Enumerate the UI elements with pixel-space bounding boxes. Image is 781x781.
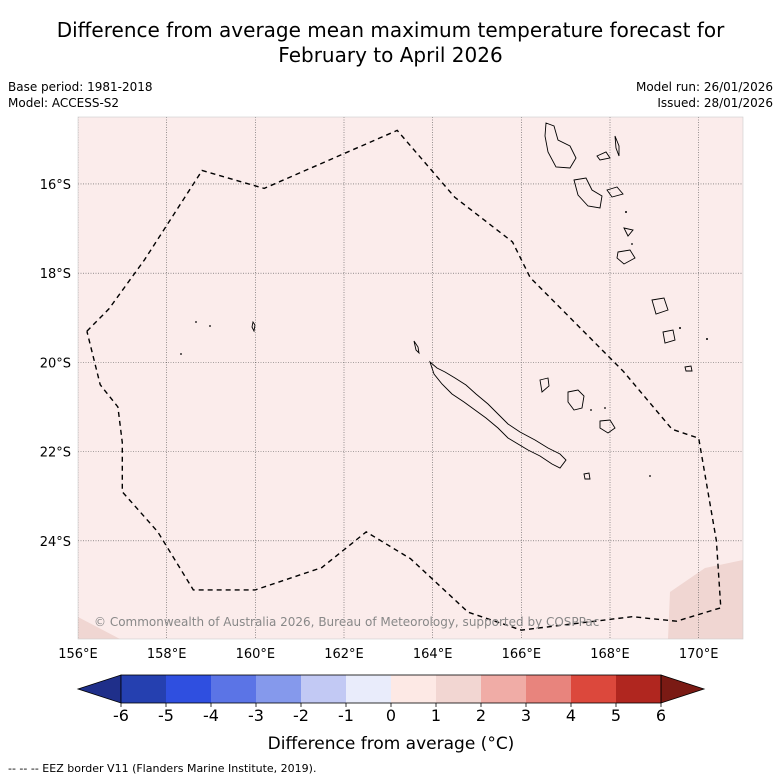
mare-coastline — [599, 419, 616, 434]
belep-islands-coastline — [413, 340, 420, 355]
colorbar-bin — [391, 675, 436, 703]
colorbar-tick-label: -2 — [293, 706, 309, 725]
y-tick-label: 20°S — [40, 356, 71, 371]
plot-frame — [77, 116, 744, 640]
islet-dot — [590, 409, 592, 411]
colorbar-bin — [166, 675, 211, 703]
x-tick-label: 168°E — [590, 647, 630, 662]
x-tick-label: 160°E — [236, 647, 276, 662]
pentecost-coastline — [614, 135, 620, 157]
y-axis-ticks: 16°S 18°S 20°S 22°S 24°S — [40, 178, 71, 550]
ambae-coastline — [596, 151, 611, 161]
islet-dot — [706, 338, 708, 340]
y-tick-label: 16°S — [40, 178, 71, 193]
map-background — [78, 117, 743, 639]
x-tick-label: 158°E — [147, 647, 187, 662]
colorbar-bin — [121, 675, 166, 703]
gridlines — [78, 117, 743, 639]
ambrym-coastline — [606, 186, 624, 198]
meta-left: Base period: 1981-2018 Model: ACCESS-S2 — [8, 79, 153, 111]
colorbar-tick-label: -5 — [158, 706, 174, 725]
colorbar-tick-label: 5 — [611, 706, 621, 725]
colorbar-tick-label: 0 — [386, 706, 396, 725]
copyright-notice: © Commonwealth of Australia 2026, Bureau… — [94, 615, 599, 629]
islet-dot — [631, 243, 633, 245]
colorbar-bin — [526, 675, 571, 703]
colorbar-bin — [481, 675, 526, 703]
islet-dot — [180, 353, 182, 355]
issued-date: Issued: 28/01/2026 — [657, 96, 773, 110]
small-islets — [180, 211, 708, 477]
colorbar-bin — [301, 675, 346, 703]
title-line-1: Difference from average mean maximum tem… — [56, 18, 725, 42]
chart-title: Difference from average mean maximum tem… — [0, 18, 781, 68]
model-name: Model: ACCESS-S2 — [8, 96, 120, 110]
colorbar-tick-label: -4 — [203, 706, 219, 725]
colorbar-bin — [616, 675, 661, 703]
anomaly-patch-southwest — [78, 617, 120, 639]
colorbar-tick-label: 2 — [476, 706, 486, 725]
x-tick-label: 156°E — [58, 647, 98, 662]
anomaly-patch-southeast — [668, 560, 743, 639]
colorbar-tick-label: 1 — [431, 706, 441, 725]
title-line-2: February to April 2026 — [278, 43, 503, 67]
islet-dot — [625, 211, 627, 213]
colorbar-bin — [571, 675, 616, 703]
aneityum-coastline — [651, 297, 669, 315]
eez-footnote: -- -- -- EEZ border V11 (Flanders Marine… — [8, 762, 317, 775]
erromango-coastline — [616, 249, 636, 265]
colorbar-bin — [436, 675, 481, 703]
base-period: Base period: 1981-2018 — [8, 80, 153, 94]
colorbar-extend-low — [76, 674, 122, 704]
ouvea-coastline — [539, 377, 550, 393]
colorbar-tick-label: -3 — [248, 706, 264, 725]
isle-of-pines-coastline — [583, 472, 591, 480]
meta-right: Model run: 26/01/2026 Issued: 28/01/2026 — [636, 79, 773, 111]
colorbar-label: Difference from average (°C) — [268, 734, 515, 754]
x-tick-label: 166°E — [502, 647, 542, 662]
lifou-coastline — [567, 389, 585, 411]
colorbar-tick-label: -1 — [338, 706, 354, 725]
colorbar-tick-label: 4 — [566, 706, 576, 725]
islet-dot — [195, 321, 197, 323]
model-run: Model run: 26/01/2026 — [635, 80, 773, 94]
colorbar-bin — [256, 675, 301, 703]
espiritu-santo-coastline — [544, 122, 577, 169]
efate-coastline — [623, 227, 634, 237]
y-tick-label: 22°S — [40, 446, 71, 461]
walpole-coastline — [662, 329, 676, 344]
y-tick-label: 18°S — [40, 267, 71, 282]
x-tick-label: 170°E — [679, 647, 719, 662]
eez-border — [86, 129, 722, 631]
coastlines — [251, 122, 693, 480]
colorbar-label-text: Difference from average ( — [268, 734, 488, 754]
malakula-coastline — [573, 177, 603, 209]
hunter-island-coastline — [684, 365, 693, 372]
colorbar-extend-high — [660, 674, 706, 704]
x-tick-label: 162°E — [324, 647, 364, 662]
islet-dot — [604, 407, 606, 409]
colorbar-bin — [211, 675, 256, 703]
colorbar-tick-label: -6 — [113, 706, 129, 725]
chesterfield-islet-coastline — [251, 320, 256, 333]
x-tick-label: 164°E — [413, 647, 453, 662]
colorbar-bin — [346, 675, 391, 703]
colorbar-tick-label: 3 — [521, 706, 531, 725]
islet-dot — [679, 327, 681, 329]
new-caledonia-coastline — [429, 360, 567, 469]
colorbar-tick-label: 6 — [656, 706, 666, 725]
colorbar-label-unit: °C) — [487, 734, 514, 754]
x-axis-ticks: 156°E 158°E 160°E 162°E 164°E 166°E 168°E 170°E — [58, 647, 718, 662]
colorbar: -6 -5 -4 -3 -2 -1 0 1 2 3 4 5 6 — [76, 674, 706, 725]
islet-dot — [209, 325, 211, 327]
islet-dot — [649, 475, 651, 477]
y-tick-label: 24°S — [40, 535, 71, 550]
